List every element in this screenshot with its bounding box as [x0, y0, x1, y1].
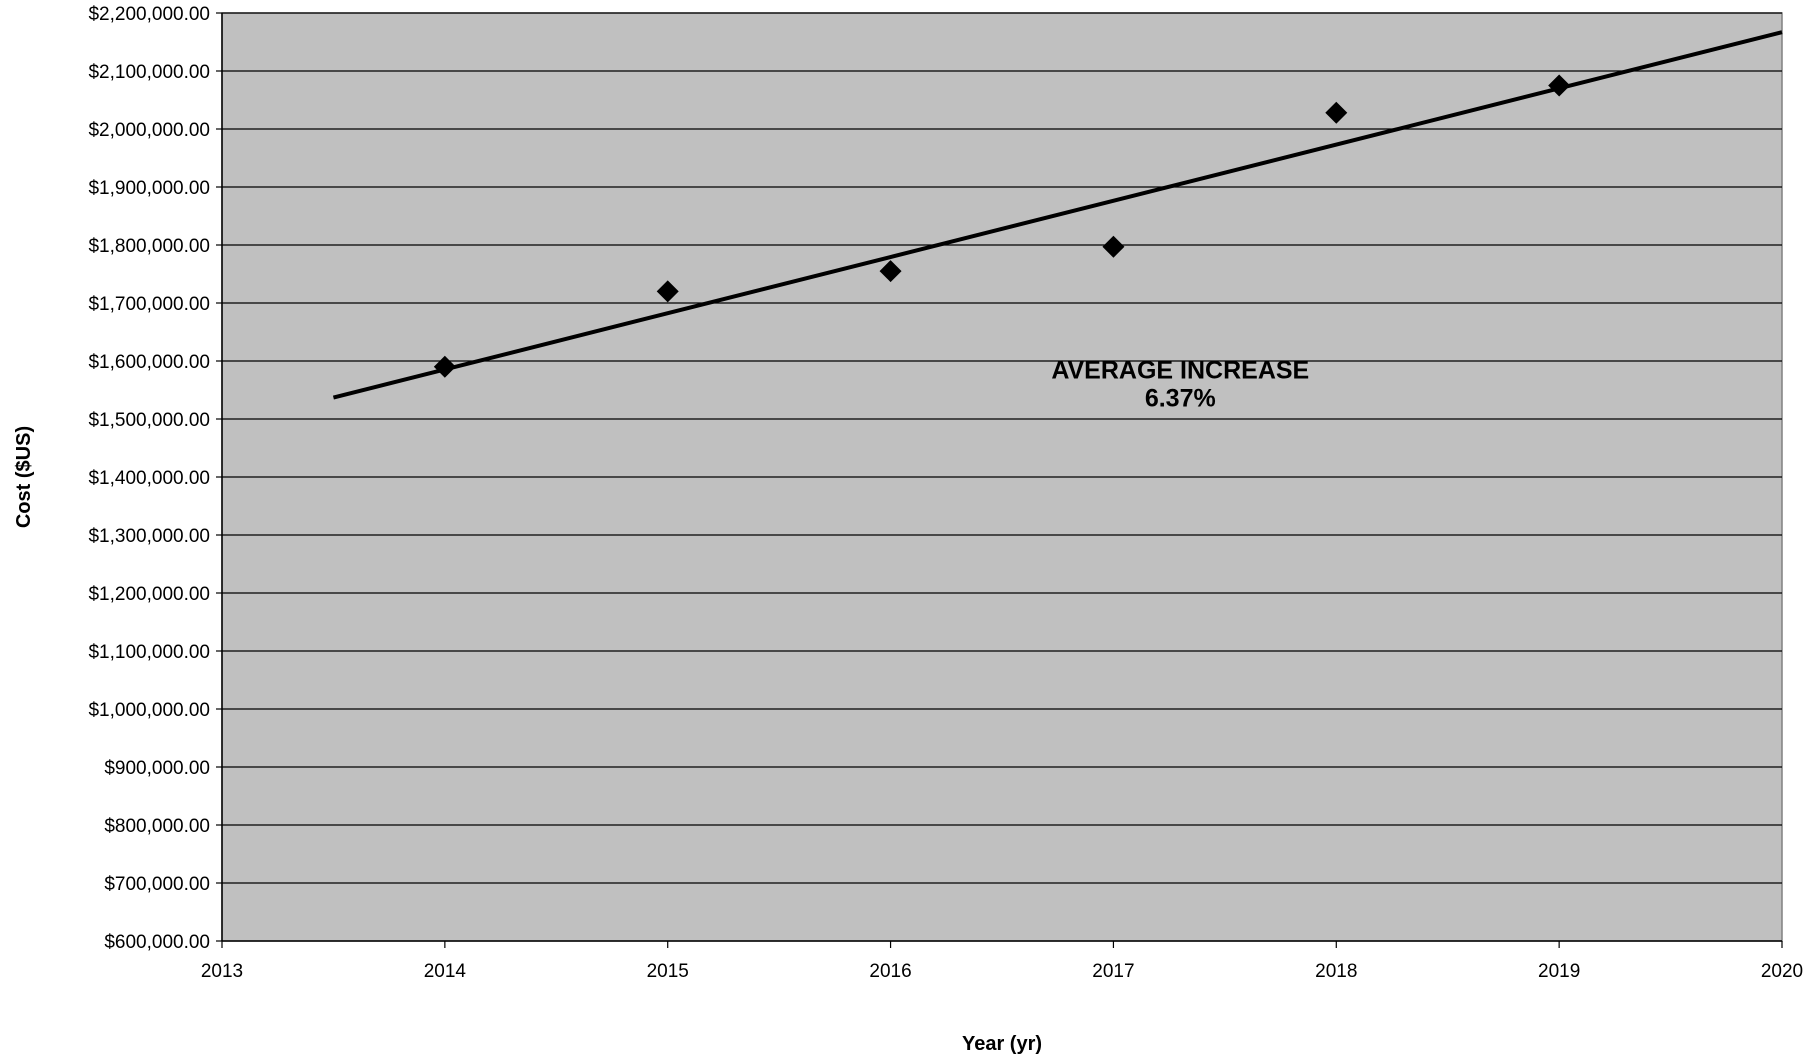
y-tick-label: $1,800,000.00 [88, 236, 210, 257]
annotation-text: AVERAGE INCREASE [1051, 356, 1309, 384]
y-axis-title: Cost ($US) [13, 426, 35, 528]
trendline [332, 30, 1783, 400]
y-tick-label: $1,100,000.00 [88, 642, 210, 663]
y-tick-label: $600,000.00 [104, 932, 210, 953]
x-tick-label: 2019 [1538, 961, 1580, 982]
x-tick-label: 2018 [1315, 961, 1357, 982]
data-point [1548, 74, 1571, 97]
data-point [433, 355, 456, 378]
y-tick-label: $1,000,000.00 [88, 700, 210, 721]
y-tick-label: $1,500,000.00 [88, 410, 210, 431]
y-tick-label: $2,000,000.00 [88, 120, 210, 141]
y-axis-tick-labels: $600,000.00 $700,000.00 $800,000.00 $900,00… [88, 4, 222, 953]
y-tick-label: $800,000.00 [104, 816, 210, 837]
y-tick-label: $2,100,000.00 [88, 62, 210, 83]
x-axis-title: Year (yr) [962, 1033, 1042, 1055]
y-tick-label: $2,200,000.00 [88, 4, 210, 25]
data-point [1325, 101, 1348, 124]
data-point [1102, 235, 1125, 258]
x-axis-tick-labels: 2013 2014 2015 2016 2017 2018 2019 2020 [201, 941, 1803, 982]
x-tick-label: 2015 [647, 961, 689, 982]
y-tick-label: $1,900,000.00 [88, 178, 210, 199]
x-tick-label: 2020 [1761, 961, 1803, 982]
y-tick-label: $1,600,000.00 [88, 352, 210, 373]
data-point [879, 260, 902, 283]
x-tick-label: 2014 [424, 961, 467, 982]
x-tick-label: 2013 [201, 961, 243, 982]
data-points [433, 74, 1571, 378]
data-point [656, 280, 679, 303]
annotation-text: 6.37% [1145, 384, 1216, 412]
y-tick-label: $1,700,000.00 [88, 294, 210, 315]
y-tick-label: $1,400,000.00 [88, 468, 210, 489]
trendline-group [332, 30, 1783, 400]
x-tick-label: 2017 [1092, 961, 1134, 982]
y-tick-label: $1,200,000.00 [88, 584, 210, 605]
y-tick-label: $700,000.00 [104, 874, 210, 895]
y-tick-label: $900,000.00 [104, 758, 210, 779]
x-tick-label: 2016 [869, 961, 911, 982]
y-tick-label: $1,300,000.00 [88, 526, 210, 547]
